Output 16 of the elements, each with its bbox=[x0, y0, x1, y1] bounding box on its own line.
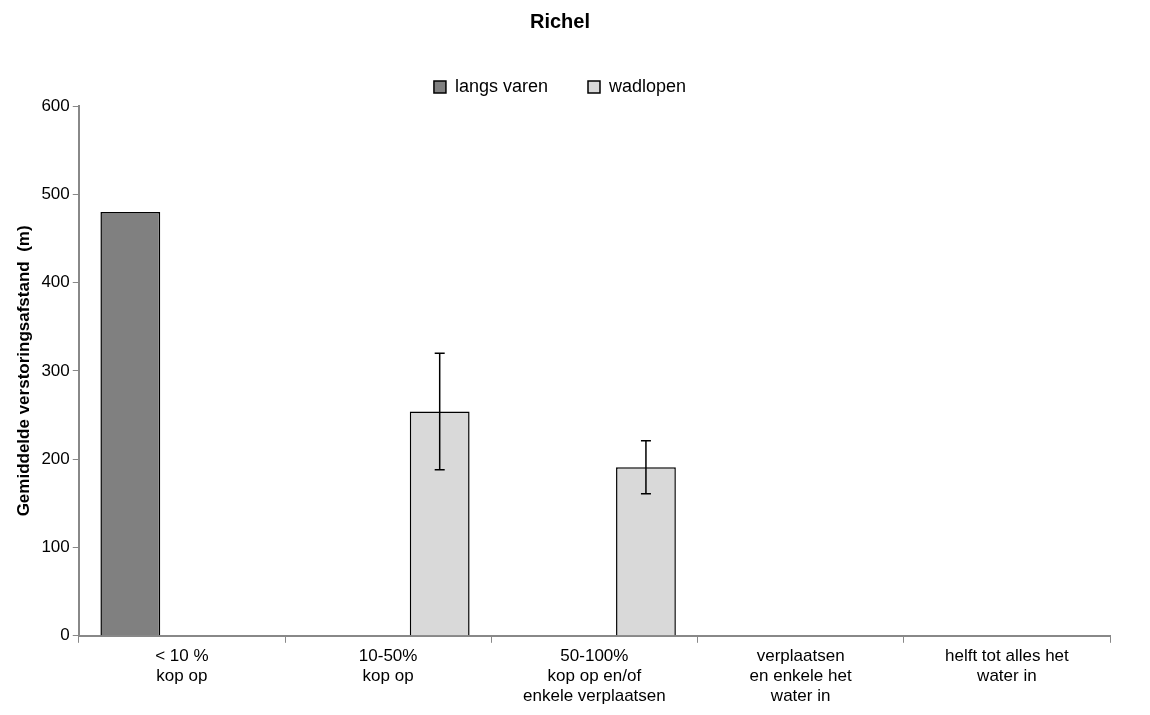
x-tick-label: 50-100% kop op en/of enkele verplaatsen bbox=[523, 645, 666, 706]
y-tick-label: 600 bbox=[41, 95, 70, 115]
y-axis-title: Gemiddelde verstoringsafstand (m) bbox=[13, 225, 33, 517]
y-tick-label: 200 bbox=[41, 448, 70, 468]
legend-label: langs varen bbox=[454, 75, 548, 96]
y-tick-label: 400 bbox=[41, 272, 70, 292]
y-tick-label: 500 bbox=[41, 183, 70, 203]
x-tick-label: helft tot alles het water in bbox=[944, 645, 1070, 686]
x-tick-label: 10-50% kop op bbox=[358, 645, 418, 686]
legend-label: wadlopen bbox=[608, 75, 687, 96]
y-tick-label: 0 bbox=[60, 625, 70, 645]
y-tick-label: 100 bbox=[41, 537, 70, 557]
x-tick-label: < 10 % kop op bbox=[155, 645, 209, 686]
chart-title: Richel bbox=[529, 9, 591, 32]
x-tick-label: verplaatsen en enkele het water in bbox=[749, 645, 852, 706]
y-tick-label: 300 bbox=[41, 360, 70, 380]
